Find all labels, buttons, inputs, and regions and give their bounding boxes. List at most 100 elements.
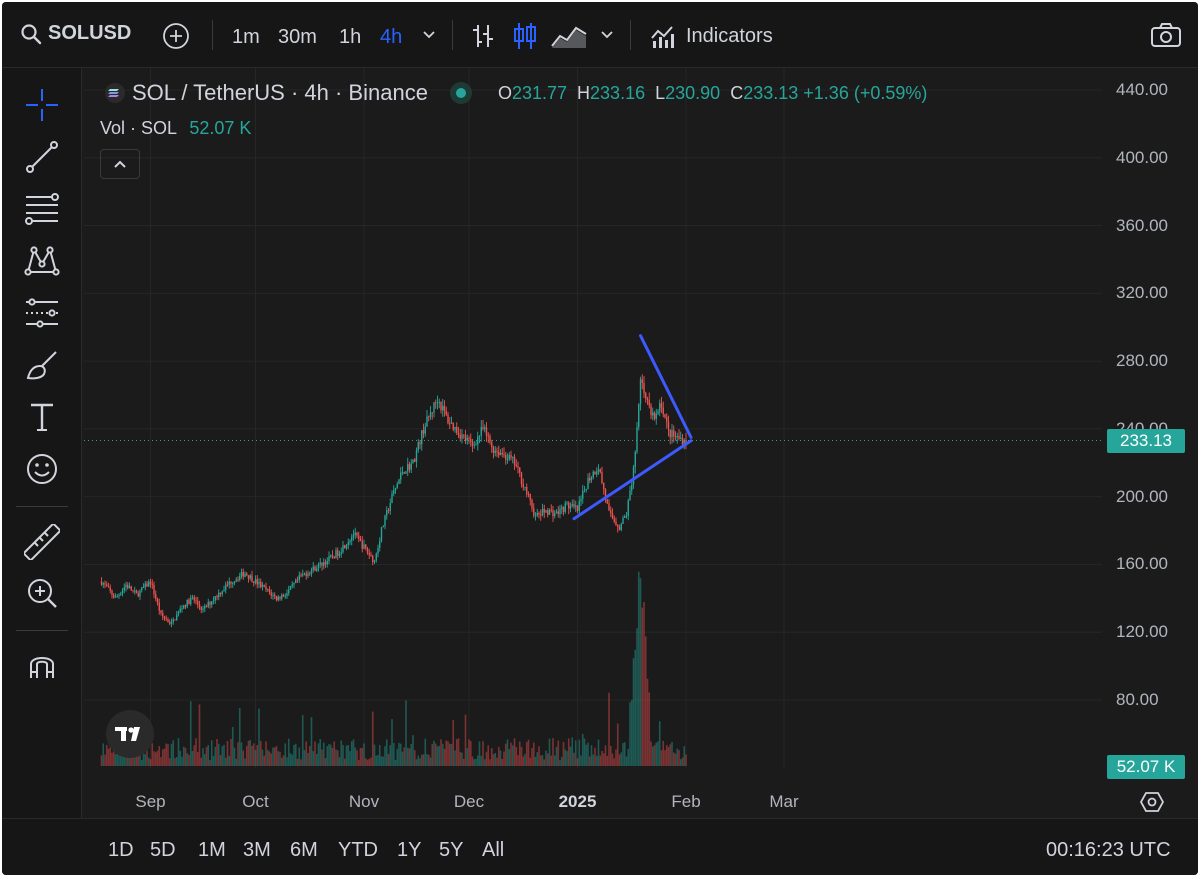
volume-bar	[217, 743, 220, 766]
volume-bar	[209, 759, 211, 766]
volume-label[interactable]: Vol · SOL	[100, 118, 177, 138]
candle	[216, 596, 218, 598]
candle	[219, 592, 222, 595]
candle	[209, 602, 211, 605]
candle	[188, 599, 190, 605]
time-axis[interactable]: Sep Oct Nov Dec 2025 Feb Mar	[84, 768, 1102, 818]
candle	[639, 379, 642, 404]
symbol-search[interactable]: SOLUSD	[20, 22, 131, 45]
utc-clock[interactable]: 00:16:23 UTC	[1046, 839, 1171, 861]
range-3m[interactable]: 3M	[243, 839, 271, 861]
bar-chart-icon	[473, 25, 493, 47]
candle	[629, 490, 631, 501]
magnet-icon	[30, 657, 54, 678]
candle	[226, 584, 229, 586]
candle	[118, 594, 120, 597]
candle	[515, 464, 517, 467]
candle	[569, 505, 572, 509]
volume-bar	[650, 741, 652, 766]
trend-line-tool[interactable]	[22, 137, 62, 177]
candle	[123, 587, 125, 591]
volume-bar	[378, 745, 381, 766]
indicators-button[interactable]: Indicators	[650, 22, 773, 50]
candle	[470, 439, 472, 442]
volume-bar	[478, 741, 481, 766]
volume-bar	[623, 742, 626, 766]
volume-bar	[683, 746, 686, 766]
volume-bar	[189, 701, 192, 766]
range-1y[interactable]: 1Y	[397, 839, 422, 861]
candle	[149, 581, 152, 584]
interval-1h[interactable]: 1h	[339, 26, 361, 49]
magnet-tool[interactable]	[22, 645, 62, 685]
candle	[587, 477, 589, 490]
volume-bar	[415, 759, 418, 766]
volume-bar	[634, 649, 637, 766]
range-all[interactable]: All	[482, 839, 505, 861]
candle	[347, 542, 349, 546]
candle	[379, 541, 381, 548]
low-value: 230.90	[665, 82, 721, 103]
tradingview-logo[interactable]	[106, 710, 154, 758]
fib-tool[interactable]	[22, 189, 62, 229]
prediction-tool[interactable]	[22, 293, 62, 333]
pattern-tool[interactable]	[22, 241, 62, 281]
status-dot-icon	[449, 82, 472, 104]
brush-tool[interactable]	[22, 345, 62, 385]
volume-bar	[284, 743, 287, 766]
volume-bar	[312, 751, 315, 766]
volume-bar	[291, 754, 294, 766]
candle	[272, 594, 274, 596]
volume-bar	[618, 754, 621, 766]
range-6m[interactable]: 6M	[290, 839, 318, 861]
candle	[361, 541, 363, 549]
volume-bar	[287, 738, 290, 766]
volume-bar	[373, 744, 376, 766]
candle	[386, 510, 388, 516]
volume-bar	[629, 702, 631, 766]
add-symbol-button[interactable]	[162, 22, 190, 50]
collapse-legend-button[interactable]	[100, 149, 140, 179]
screenshot-button[interactable]	[1150, 22, 1182, 48]
range-5y[interactable]: 5Y	[439, 839, 464, 861]
volume-bar	[391, 719, 393, 766]
interval-4h[interactable]: 4h	[380, 26, 402, 49]
price-axis[interactable]: 440.00400.00360.00320.00280.00240.00200.…	[1102, 68, 1198, 768]
candle	[146, 583, 148, 587]
range-1d[interactable]: 1D	[108, 839, 134, 861]
crosshair-tool[interactable]	[22, 85, 62, 125]
candle	[253, 581, 255, 583]
legend-title[interactable]: SOL / TetherUS · 4h · Binance	[132, 80, 428, 105]
emoji-icon	[27, 454, 57, 484]
candle	[239, 576, 241, 580]
volume-bar	[494, 752, 497, 766]
candle	[244, 573, 246, 577]
chart-settings-button[interactable]	[1138, 788, 1166, 816]
volume-bar	[280, 757, 283, 766]
candle	[153, 584, 155, 595]
price-chart[interactable]	[84, 68, 1102, 768]
candles-button[interactable]	[512, 21, 538, 51]
volume-bar	[347, 745, 350, 766]
ruler-tool[interactable]	[22, 522, 62, 562]
drawing-toolbar	[2, 68, 82, 818]
candle	[398, 479, 400, 485]
candle	[545, 510, 547, 513]
range-5d[interactable]: 5D	[150, 839, 176, 861]
candle	[335, 550, 337, 558]
text-tool[interactable]	[22, 397, 62, 437]
bar-chart-button[interactable]	[470, 22, 496, 50]
volume-bar	[181, 756, 183, 766]
candle	[349, 540, 351, 543]
range-1m[interactable]: 1M	[198, 839, 226, 861]
zoom-tool[interactable]	[22, 573, 62, 613]
interval-30m[interactable]: 30m	[278, 26, 317, 49]
toolbar-divider	[452, 20, 453, 50]
volume-bar	[550, 755, 553, 766]
emoji-tool[interactable]	[22, 449, 62, 489]
interval-1m[interactable]: 1m	[232, 26, 260, 49]
chart-type-dropdown[interactable]	[600, 30, 614, 40]
interval-dropdown[interactable]	[422, 30, 436, 40]
range-ytd[interactable]: YTD	[338, 839, 378, 861]
area-chart-button[interactable]	[550, 22, 588, 50]
